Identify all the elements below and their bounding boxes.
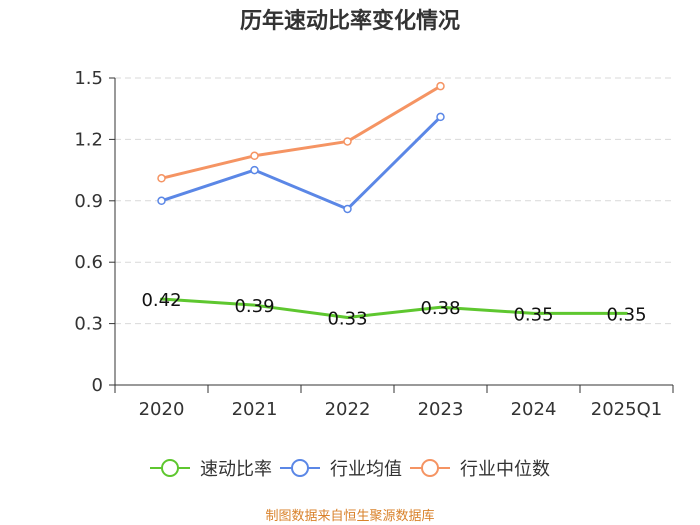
legend-label: 行业均值 [330,459,402,480]
x-tick-label: 2020 [139,399,185,420]
legend-item-0: 速动比率 [150,459,272,480]
legend-circle-icon [291,459,309,477]
x-tick-label: 2023 [418,399,464,420]
source-note: 制图数据来自恒生聚源数据库 [265,508,434,524]
series-point-2 [436,81,445,91]
y-tick-label: 0.3 [74,314,103,335]
legend: 速动比率 行业均值 行业中位数 [150,459,550,480]
y-tick-label: 1.5 [74,68,103,89]
series-line-1 [160,115,442,211]
legend-circle-icon [161,459,179,477]
y-tick-label: 0.6 [74,252,103,273]
x-tick-label: 2022 [325,399,371,420]
legend-circle-icon [421,459,439,477]
legend-item-2: 行业中位数 [410,459,550,480]
y-tick-label: 0 [92,375,103,396]
data-labels: 0.42 0.39 0.33 0.38 0.35 0.35 [141,290,646,329]
y-tick-label: 1.2 [74,129,103,150]
data-label: 0.35 [606,304,646,325]
series-point-1 [157,196,166,206]
x-tick-label: 2021 [232,399,278,420]
legend-label: 速动比率 [200,459,272,480]
series-point-2 [343,137,352,146]
legend-item-1: 行业均值 [280,459,402,480]
series-line-0 [160,297,628,319]
series-lines [157,81,628,319]
data-label: 0.39 [234,296,274,317]
legend-label: 行业中位数 [460,459,550,480]
series-point-1 [436,112,445,122]
x-tick-label: 2024 [511,399,557,420]
series-point-1 [250,165,259,175]
series-point-2 [250,151,259,161]
grid-lines [115,77,673,325]
series-point-1 [343,204,352,214]
x-tick-label: 2025Q1 [591,399,662,420]
y-tick-label: 0.9 [74,191,103,212]
series-line-2 [160,84,442,180]
axes: 0 0.3 0.6 0.9 1.2 1.5 2020 2021 2022 2023 2024 2025… [74,68,674,420]
chart-title: 历年速动比率变化情况 [240,8,460,34]
series-point-2 [157,174,166,183]
data-label: 0.42 [141,290,181,311]
data-label: 0.35 [513,304,553,325]
data-label: 0.38 [420,298,460,319]
data-label: 0.33 [327,308,367,329]
